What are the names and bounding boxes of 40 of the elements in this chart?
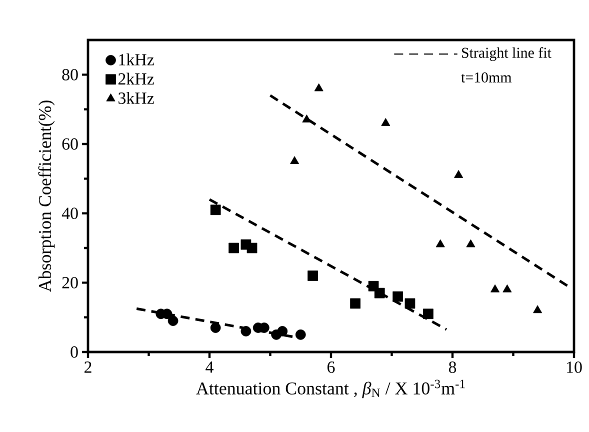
point [392, 291, 404, 302]
point [533, 305, 542, 314]
point [374, 288, 385, 298]
point [210, 204, 221, 216]
point [240, 326, 252, 336]
point [436, 239, 445, 248]
point [168, 316, 178, 326]
point [350, 298, 360, 309]
y-tick-label: 80 [62, 68, 78, 80]
x-tick-label: 4 [206, 362, 214, 373]
y-axis-title: Absorption Coefficient(%) [38, 100, 55, 292]
y-tick-label: 40 [62, 208, 78, 220]
x-tick-label: 10 [567, 361, 582, 373]
point [295, 329, 306, 340]
point [246, 242, 258, 254]
x-tick-label: 6 [328, 361, 335, 373]
point [308, 270, 318, 281]
point [314, 83, 324, 92]
point [381, 118, 390, 126]
legend-label: 2kHz [118, 72, 154, 85]
point [210, 322, 221, 333]
legend-label: 1kHz [119, 54, 154, 66]
point [404, 298, 416, 309]
point [490, 284, 500, 292]
y-tick-label: 20 [62, 276, 78, 288]
point [423, 308, 434, 320]
y-tick-label: 60 [62, 138, 78, 150]
annotation: t=10mm [461, 72, 512, 82]
x-axis-title: Attenuation Constant , β$_{N}$ / X 10$^{-3}$m$^{-1}$ [196, 380, 465, 398]
point [228, 242, 239, 254]
point [290, 156, 300, 164]
point [454, 170, 464, 178]
point [502, 284, 512, 292]
legend-label: 3kHz [118, 92, 154, 104]
point [277, 326, 288, 336]
y-tick-label: 0 [70, 346, 78, 358]
point [466, 239, 476, 248]
legend-label: Straight line fit [462, 47, 552, 61]
x-tick-label: 2 [84, 361, 92, 373]
x-tick-label: 8 [448, 361, 456, 373]
